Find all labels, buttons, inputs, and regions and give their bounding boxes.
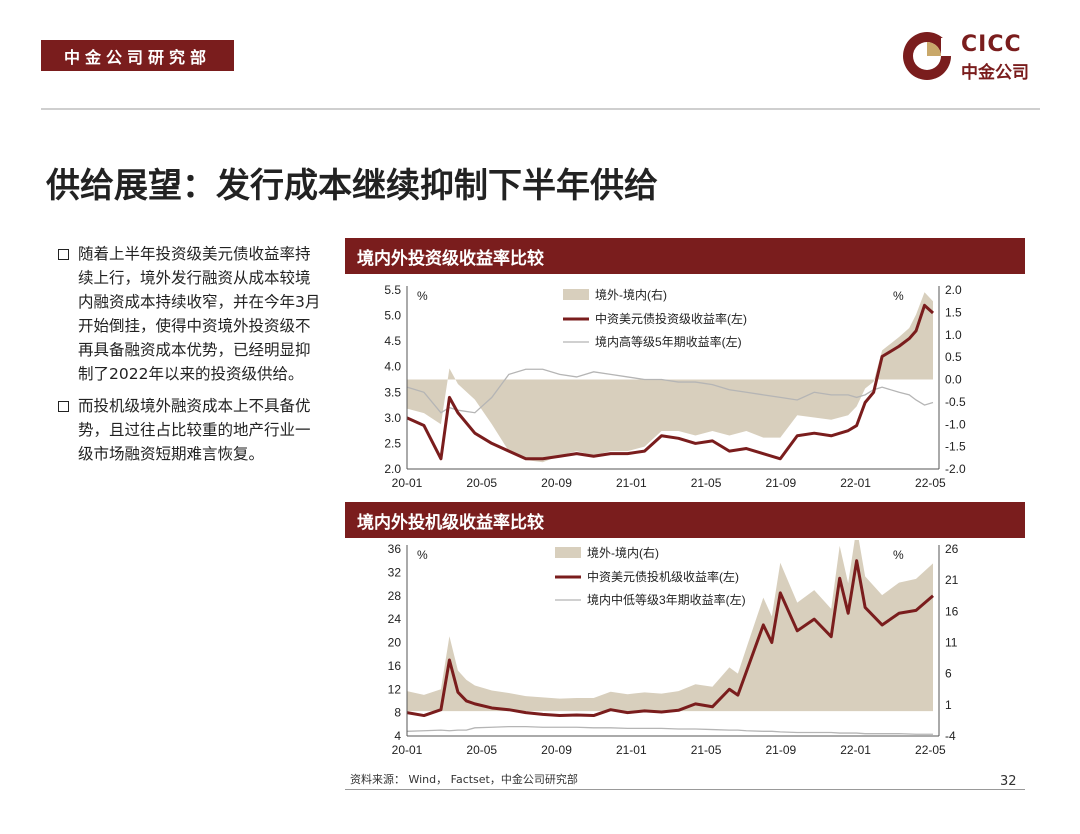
y-right-tick-label: 1.5 bbox=[945, 305, 962, 319]
y-left-tick-label: 12 bbox=[388, 682, 402, 696]
x-tick-label: 21-05 bbox=[691, 743, 722, 757]
y-right-tick-label: 16 bbox=[945, 604, 959, 618]
department-badge: 中金公司研究部 bbox=[41, 40, 234, 71]
x-tick-label: 21-09 bbox=[765, 476, 796, 490]
y-right-tick-label: 0.0 bbox=[945, 373, 962, 387]
x-tick-label: 20-01 bbox=[392, 743, 423, 757]
y-left-tick-label: 4.0 bbox=[384, 360, 401, 374]
logo-text-cn: 中金公司 bbox=[961, 63, 1029, 83]
y-left-tick-label: 3.0 bbox=[384, 411, 401, 425]
ig-panel-title: 境内外投资级收益率比较 bbox=[345, 238, 1025, 274]
offshore-yield-line bbox=[406, 303, 935, 461]
y-right-tick-label: -1.0 bbox=[945, 417, 966, 431]
x-tick-label: 21-01 bbox=[616, 743, 647, 757]
y-right-tick-label: -2.0 bbox=[945, 462, 966, 476]
header-divider bbox=[41, 108, 1040, 110]
x-tick-label: 22-01 bbox=[840, 743, 871, 757]
bullet-list: 随着上半年投资级美元债收益率持续上行，境外发行融资从成本较境内融资成本持续收窄，… bbox=[58, 242, 323, 472]
source-note: 资料来源： Wind， Factset，中金公司研究部 bbox=[350, 773, 578, 786]
y-left-tick-label: 3.5 bbox=[384, 385, 401, 399]
legend-label: 境外-境内(右) bbox=[587, 545, 659, 560]
legend-label: 境内中低等级3年期收益率(左) bbox=[587, 592, 746, 607]
y-left-tick-label: 24 bbox=[388, 612, 402, 626]
y-left-tick-label: 4 bbox=[394, 729, 401, 743]
y-left-tick-label: 5.5 bbox=[384, 283, 401, 297]
hy-panel-title: 境内外投机级收益率比较 bbox=[345, 502, 1025, 538]
ig-yield-chart: 5.5 5.0 4.5 4.0 3.5 3.0 2.5 2.0 2.0 1.5 1.0 0.5 0.0 -… bbox=[384, 283, 966, 490]
page-number: 32 bbox=[1000, 774, 1017, 789]
y-left-unit: % bbox=[417, 289, 428, 303]
x-tick-label: 21-01 bbox=[616, 476, 647, 490]
y-left-tick-label: 32 bbox=[388, 565, 402, 579]
hy-yield-chart: 36 32 28 24 20 16 12 8 4 26 21 16 11 6 1 -4 20-01 20-05 20… bbox=[388, 540, 959, 757]
spread-area bbox=[407, 540, 933, 712]
y-left-tick-label: 28 bbox=[388, 589, 402, 603]
cicc-logo: CICC 中金公司 bbox=[901, 30, 1051, 86]
y-left-tick-label: 2.0 bbox=[384, 462, 401, 476]
legend-label: 中资美元债投资级收益率(左) bbox=[595, 311, 747, 326]
legend-swatch-spread bbox=[555, 547, 581, 558]
y-right-tick-label: 1.0 bbox=[945, 328, 962, 342]
x-tick-label: 20-09 bbox=[541, 476, 572, 490]
page-title: 供给展望：发行成本继续抑制下半年供给 bbox=[46, 166, 658, 206]
x-tick-label: 22-01 bbox=[840, 476, 871, 490]
footer-divider bbox=[345, 789, 1025, 790]
bullet-item: 而投机级境外融资成本上不具备优势，且过往占比较重的地产行业一级市场融资短期难言恢… bbox=[58, 394, 323, 466]
y-left-unit: % bbox=[417, 548, 428, 562]
y-right-tick-label: 6 bbox=[945, 667, 952, 681]
x-tick-label: 21-09 bbox=[765, 743, 796, 757]
logo-text-en: CICC bbox=[961, 32, 1022, 57]
x-tick-label: 22-05 bbox=[915, 476, 946, 490]
y-left-tick-label: 8 bbox=[394, 706, 401, 720]
y-right-tick-label: -4 bbox=[945, 729, 956, 743]
y-left-tick-label: 2.5 bbox=[384, 436, 401, 450]
x-tick-label: 20-05 bbox=[466, 743, 497, 757]
legend-label: 境内高等级5年期收益率(左) bbox=[595, 334, 742, 349]
y-right-tick-label: 1 bbox=[945, 698, 952, 712]
y-right-tick-label: -1.5 bbox=[945, 440, 966, 454]
offshore-yield-line bbox=[406, 559, 934, 718]
legend-label: 境外-境内(右) bbox=[595, 287, 667, 302]
y-left-tick-label: 5.0 bbox=[384, 309, 401, 323]
y-left-tick-label: 36 bbox=[388, 542, 402, 556]
bullet-square-icon bbox=[58, 249, 69, 260]
y-left-tick-label: 20 bbox=[388, 636, 402, 650]
x-tick-label: 22-05 bbox=[915, 743, 946, 757]
cicc-logo-mark bbox=[903, 32, 953, 80]
bullet-square-icon bbox=[58, 401, 69, 412]
legend-label: 中资美元债投机级收益率(左) bbox=[587, 569, 739, 584]
y-right-unit: % bbox=[893, 548, 904, 562]
spread-area bbox=[407, 292, 933, 463]
bullet-text: 而投机级境外融资成本上不具备优势，且过往占比较重的地产行业一级市场融资短期难言恢… bbox=[78, 397, 311, 463]
x-tick-label: 20-09 bbox=[541, 743, 572, 757]
y-right-tick-label: 0.5 bbox=[945, 350, 962, 364]
y-right-tick-label: 11 bbox=[945, 636, 958, 650]
domestic-yield-line bbox=[406, 726, 933, 735]
bullet-text: 随着上半年投资级美元债收益率持续上行，境外发行融资从成本较境内融资成本持续收窄，… bbox=[78, 245, 321, 383]
x-tick-label: 21-05 bbox=[691, 476, 722, 490]
y-right-unit: % bbox=[893, 289, 904, 303]
y-left-tick-label: 4.5 bbox=[384, 334, 401, 348]
bullet-item: 随着上半年投资级美元债收益率持续上行，境外发行融资从成本较境内融资成本持续收窄，… bbox=[58, 242, 323, 386]
y-right-tick-label: 2.0 bbox=[945, 283, 962, 297]
y-right-tick-label: 26 bbox=[945, 542, 959, 556]
x-tick-label: 20-05 bbox=[466, 476, 497, 490]
legend-swatch-spread bbox=[563, 289, 589, 300]
y-left-tick-label: 16 bbox=[388, 659, 402, 673]
y-right-tick-label: 21 bbox=[945, 573, 959, 587]
x-tick-label: 20-01 bbox=[392, 476, 423, 490]
y-right-tick-label: -0.5 bbox=[945, 395, 966, 409]
